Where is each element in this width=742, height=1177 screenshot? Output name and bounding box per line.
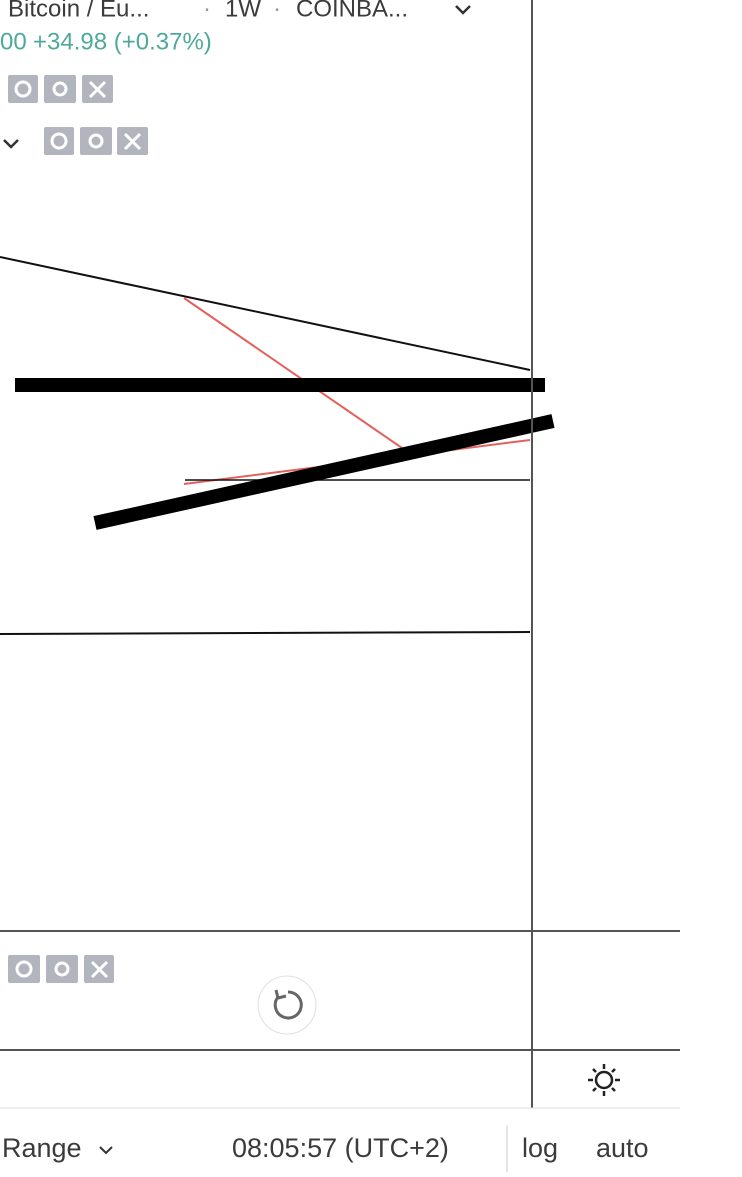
price-fragment: 00 (0, 28, 27, 55)
reset-circle[interactable] (257, 975, 317, 1035)
symbol: Bitcoin / Eu... (8, 0, 149, 22)
toolbar: Range 08:05:57 (UTC+2) log auto (2, 1133, 649, 1163)
clock: 08:05:57 (UTC+2) (232, 1133, 449, 1163)
dot: · (273, 0, 281, 22)
log-button[interactable]: log (522, 1133, 558, 1163)
eye-button[interactable] (8, 955, 40, 983)
settings-icon[interactable] (588, 1064, 620, 1096)
support-line (0, 631, 531, 635)
legend-buttons (8, 75, 148, 983)
trend-marker (93, 414, 555, 530)
trend-line (0, 256, 531, 371)
price-change: +34.98 (+0.37%) (33, 28, 212, 55)
header: Bitcoin / Eu... · 1W · COINBA... 00 +34.… (0, 0, 471, 983)
triangle-line (183, 297, 403, 449)
interval[interactable]: 1W (225, 0, 261, 22)
chevron[interactable] (99, 1146, 113, 1155)
eye-button[interactable] (44, 127, 74, 155)
dot: · (203, 0, 211, 22)
auto-button[interactable]: auto (596, 1133, 649, 1163)
eye-button[interactable] (8, 75, 38, 103)
chevron[interactable] (455, 5, 471, 15)
reset-button[interactable] (257, 975, 317, 1035)
drawings (0, 256, 555, 635)
chevron[interactable] (3, 139, 19, 149)
settings-button[interactable] (80, 127, 112, 155)
settings-button[interactable] (46, 955, 78, 983)
range-button[interactable]: Range (2, 1133, 82, 1163)
exchange: COINBA... (296, 0, 408, 22)
frame (0, 0, 680, 1172)
reset-icon[interactable] (273, 990, 303, 1020)
settings-button[interactable] (44, 75, 76, 103)
